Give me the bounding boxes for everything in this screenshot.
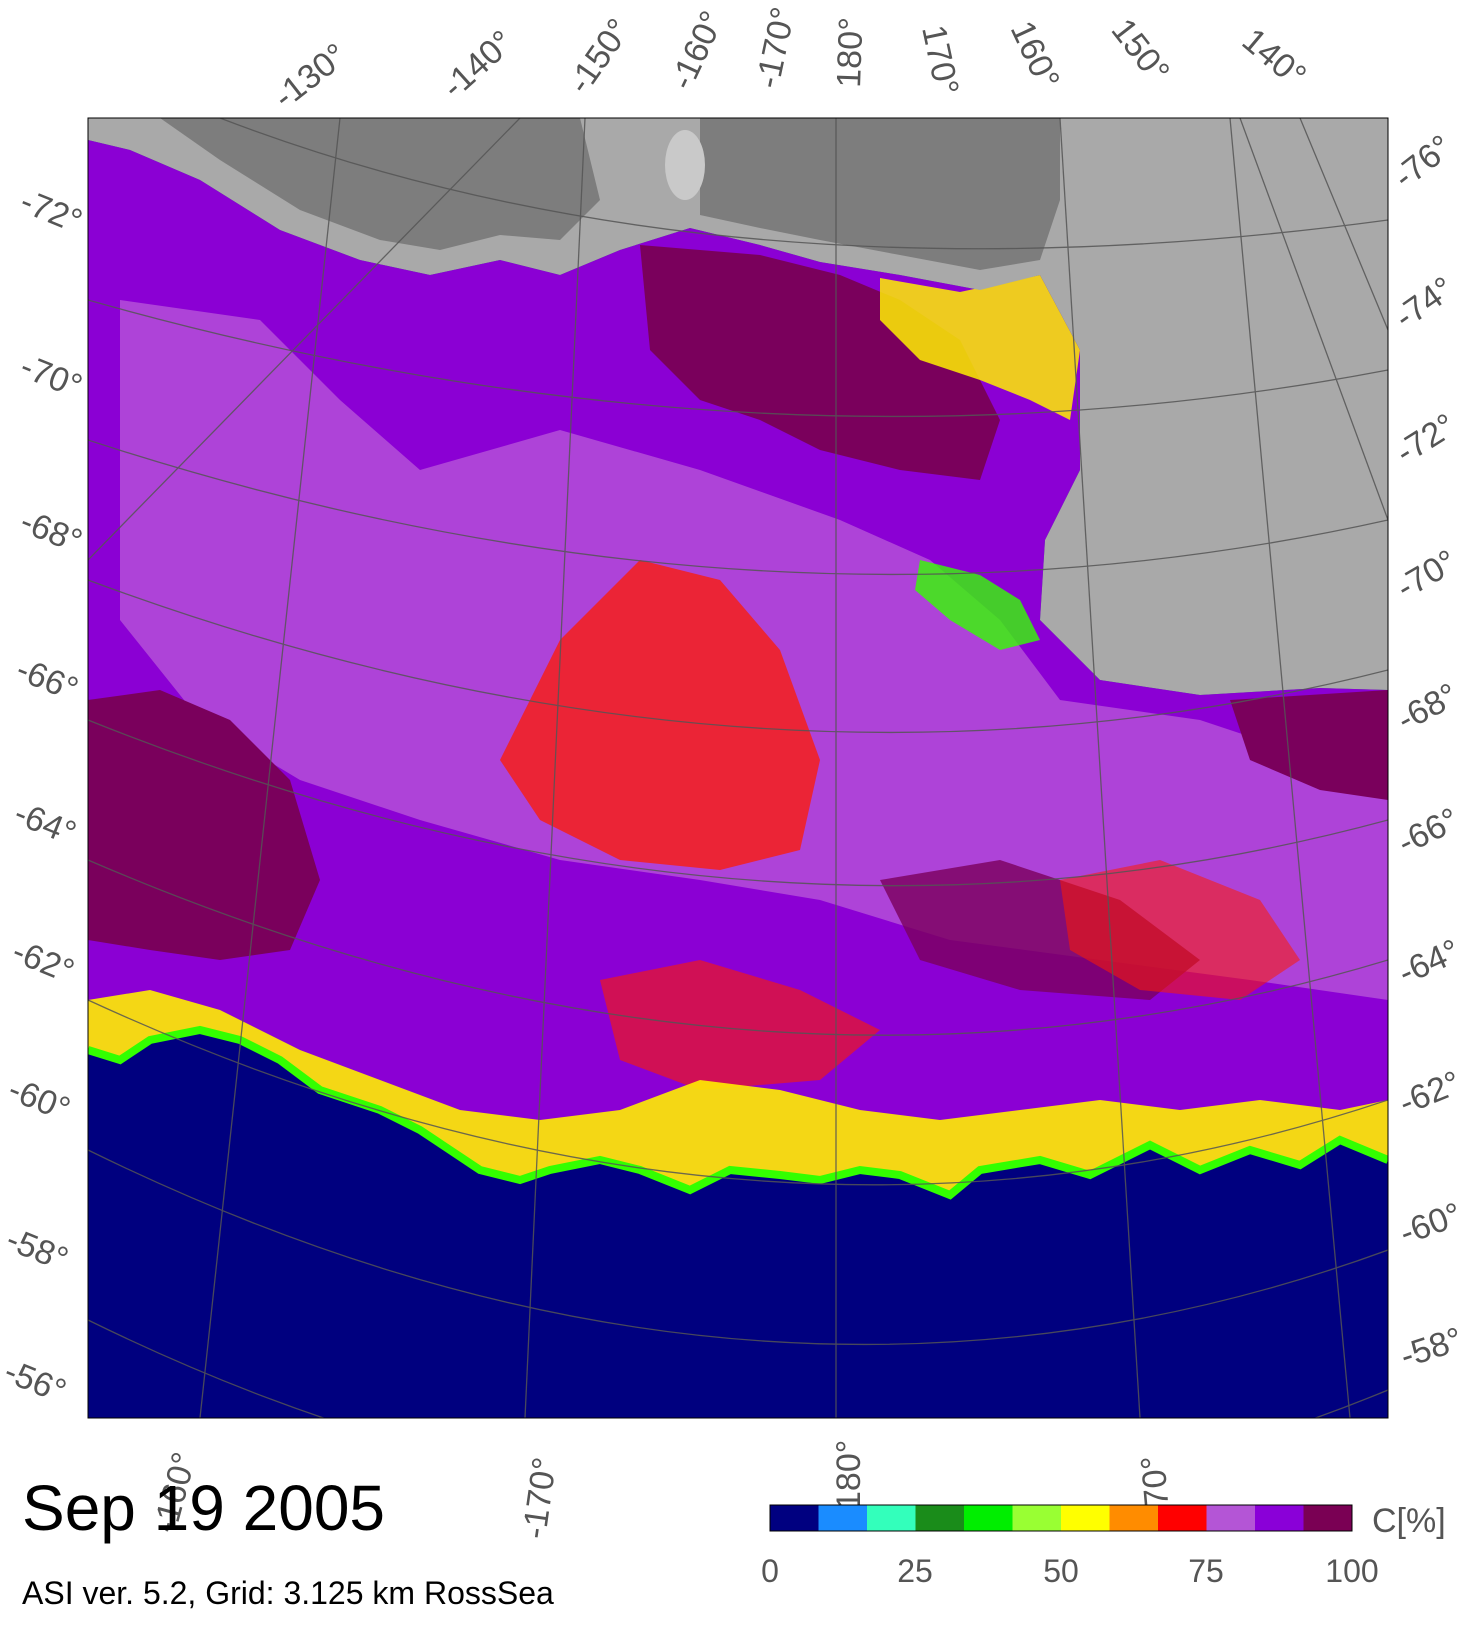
colorbar-tick-label: 0 [761,1553,779,1589]
colorbar-swatch [1255,1505,1304,1531]
colorbar-swatch [770,1505,819,1531]
colorbar-swatch [1109,1505,1159,1531]
lat-label-left: -68° [15,502,87,561]
lat-label-right: -64° [1393,932,1466,992]
lat-label-right: -60° [1395,1195,1467,1252]
lon-label-top: -130° [267,36,355,116]
lon-label-bottom: 180° [830,1440,868,1510]
colorbar-swatch [1158,1505,1207,1531]
graticule [88,118,1388,1418]
coastal-polynya [915,560,1040,650]
lat-label-left: -64° [9,794,81,853]
lat-label-left: -66° [11,650,83,709]
lat-label-right: -66° [1392,801,1465,863]
colorbar-ticks: 0 25 50 75 100 [761,1553,1379,1589]
map-frame-content [88,118,1388,1418]
lon-label-top: -140° [435,23,521,106]
map-date-title: Sep 19 2005 [22,1472,385,1544]
lat-label-right: -62° [1394,1064,1466,1123]
lat-label-left: -60° [3,1070,75,1129]
colorbar-unit-label: C[%] [1372,1502,1446,1540]
pack-red-patch-center [500,560,820,870]
colorbar-swatch [1303,1505,1353,1531]
lon-label-top: 140° [1235,21,1313,95]
lat-label-right: -68° [1391,676,1464,739]
colorbar-swatch [915,1505,965,1531]
map-frame-border [87,117,1389,1419]
lon-label-top: -150° [560,12,638,101]
right-latitude-labels: -76° -74° -72° -70° -68° -66° -64° -62° … [1387,128,1468,1376]
colorbar-swatch [964,1505,1013,1531]
lon-label-top: 180° [830,17,870,89]
product-subtitle: ASI ver. 5.2, Grid: 3.125 km RossSea [22,1575,554,1611]
ice-shelf-dark [160,118,600,250]
land-light-patch [665,130,705,200]
lon-label-bottom: -170° [515,1455,564,1541]
pack-red-patch-south [600,960,880,1090]
marginal-ice-zone [88,990,1388,1195]
lat-label-right: -76° [1387,128,1460,197]
colorbar-tick-label: 25 [897,1553,933,1589]
colorbar-swatch [867,1505,916,1531]
colorbar-tick-label: 75 [1188,1553,1224,1589]
lon-label-top: 170° [914,22,966,99]
colorbar-swatch [1061,1505,1110,1531]
left-latitude-labels: -72° -70° -68° -66° -64° -62° -60° -58° … [0,182,87,1411]
lat-label-left: -56° [0,1352,71,1411]
pack-red-patch-east [1060,860,1300,1000]
colorbar-swatch [1206,1505,1256,1531]
lat-label-right: -74° [1388,269,1461,336]
lon-label-top: -170° [749,4,803,92]
pack-dark-region-center [640,245,1000,480]
colorbar-swatch [1012,1505,1062,1531]
colorbar-tick-label: 100 [1325,1553,1378,1589]
ice-shelf-dark-east [700,118,1060,270]
colorbar-border [769,1504,1353,1532]
lat-label-left: -70° [15,347,87,406]
pack-dark-region-west [88,690,320,960]
coastal-margin-north [880,275,1080,420]
lon-label-top: -160° [663,5,732,95]
lat-label-left: -72° [15,182,87,241]
lat-label-right: -58° [1396,1320,1467,1376]
lat-label-right: -72° [1389,406,1462,471]
lat-label-right: -70° [1390,543,1463,607]
lon-label-top: 160° [1003,15,1067,95]
lat-label-left: -62° [7,932,79,991]
lat-label-left: -58° [1,1220,73,1279]
colorbar-swatch [818,1505,868,1531]
antarctic-landmass [88,118,1388,695]
lon-label-top: 150° [1104,12,1177,91]
pack-dark-region-east [1230,690,1388,800]
top-longitude-labels: -130° -140° -150° -160° -170° 180° 170° … [267,4,1314,116]
colorbar-tick-label: 50 [1043,1553,1079,1589]
ice-edge-green [88,1025,1388,1200]
colorbar [770,1505,1353,1531]
